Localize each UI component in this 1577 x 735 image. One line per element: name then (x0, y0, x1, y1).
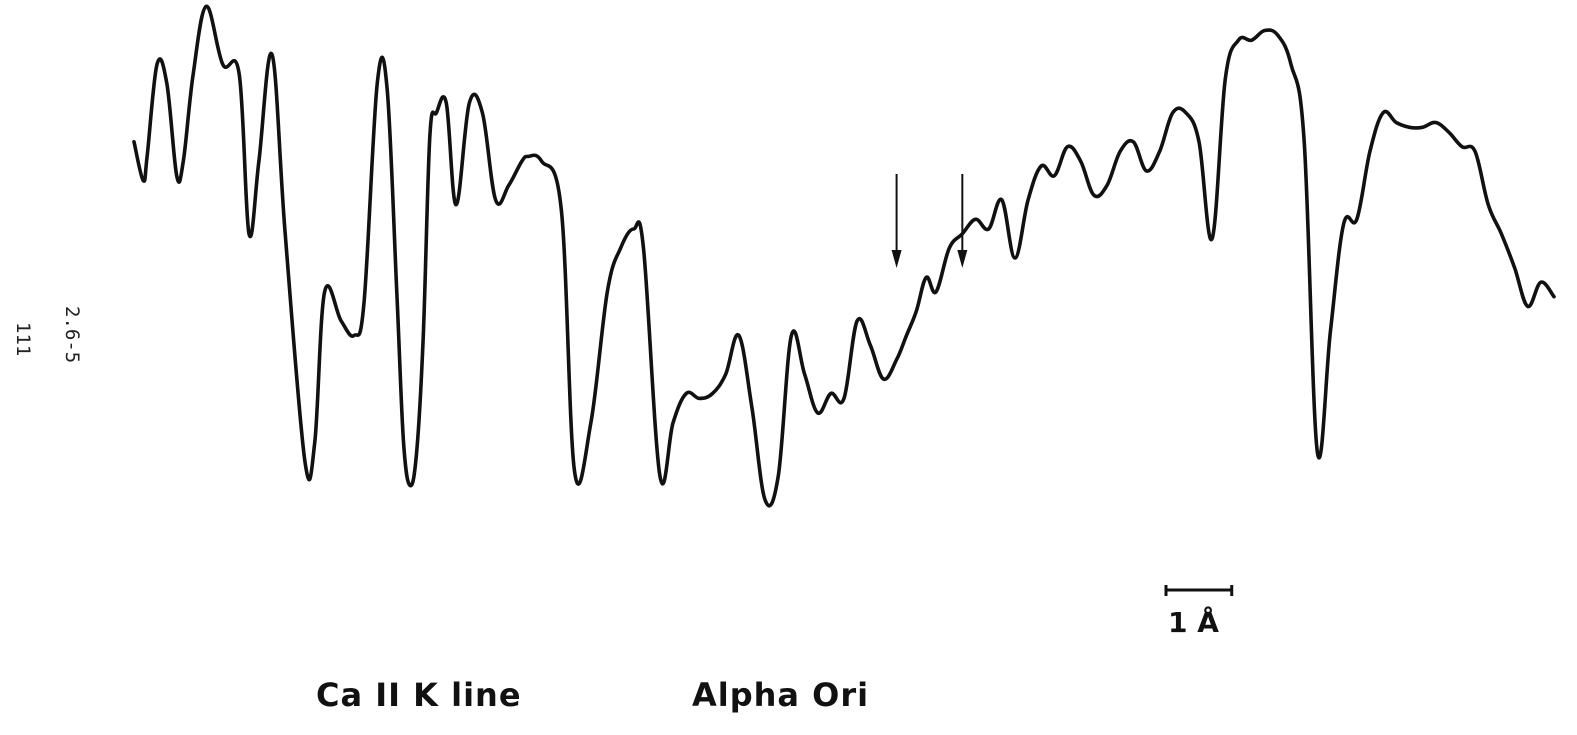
scale-bar-label: 1 Å (1168, 606, 1219, 639)
down-arrow-icon (957, 174, 968, 268)
arrow-layer (891, 174, 968, 268)
scale-bar (1164, 585, 1234, 596)
caption-star-name: Alpha Ori (692, 676, 870, 714)
page-number-label: 111 (12, 322, 34, 357)
trace-layer (132, 4, 1556, 508)
figure-reference-label: 2.6-5 (61, 306, 83, 364)
down-arrow-icon (891, 174, 902, 268)
spectrum-trace-line (132, 4, 1556, 508)
caption-line-name: Ca II K line (316, 676, 522, 714)
